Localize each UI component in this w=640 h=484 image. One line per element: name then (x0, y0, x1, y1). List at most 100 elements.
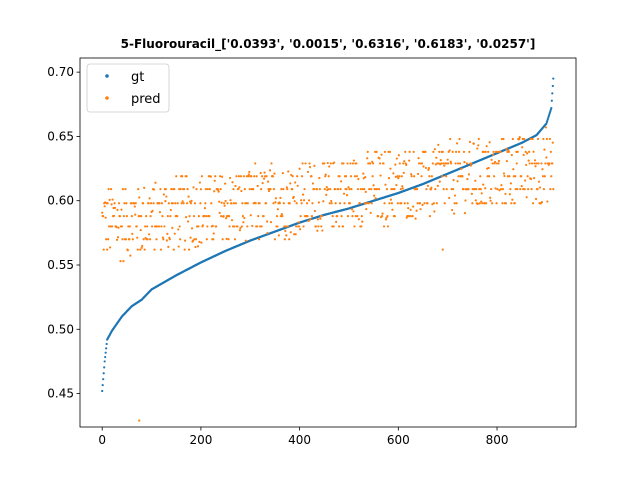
pred-point (485, 145, 488, 148)
pred-point (161, 236, 165, 239)
pred-point (287, 170, 290, 173)
pred-point (306, 215, 309, 218)
pred-point (253, 175, 256, 178)
pred-point (209, 175, 212, 178)
pred-point (117, 202, 121, 205)
pred-point (501, 202, 504, 205)
pred-point (320, 225, 323, 228)
pred-point (248, 170, 251, 174)
pred-point (470, 162, 473, 165)
pred-point (360, 215, 363, 218)
pred-point (435, 156, 438, 159)
pred-point (400, 175, 403, 178)
pred-point (277, 234, 280, 237)
pred-point (417, 162, 421, 165)
pred-point (280, 213, 283, 216)
pred-point (381, 212, 384, 215)
pred-point (329, 162, 332, 165)
pred-point (281, 171, 284, 175)
pred-point (364, 190, 367, 193)
pred-point (356, 188, 359, 191)
pred-point (241, 202, 244, 205)
pred-point (415, 209, 418, 212)
pred-point (363, 202, 366, 205)
y-tick-label: 0.60 (47, 194, 74, 208)
pred-point (273, 172, 276, 175)
pred-point (291, 175, 294, 178)
pred-point (511, 137, 514, 141)
pred-point (173, 188, 176, 191)
pred-point (505, 159, 509, 163)
y-tick-label: 0.70 (47, 65, 74, 79)
pred-point (487, 166, 490, 170)
pred-point (463, 161, 466, 164)
pred-point (190, 199, 193, 202)
pred-point (355, 175, 358, 178)
pred-point (165, 195, 168, 198)
pred-point (146, 225, 149, 228)
pred-point (299, 228, 302, 231)
pred-point (267, 189, 271, 193)
gt-point (103, 366, 106, 369)
pred-point (227, 238, 230, 241)
pred-point (420, 162, 424, 165)
pred-point (508, 175, 511, 178)
pred-point (213, 179, 216, 182)
pred-point (549, 150, 552, 153)
pred-point (166, 215, 169, 218)
pred-point (218, 200, 221, 203)
pred-point (147, 233, 151, 236)
pred-point (408, 159, 411, 162)
pred-point (311, 202, 314, 205)
pred-point (176, 202, 179, 205)
pred-point (529, 177, 533, 181)
pred-point (482, 150, 485, 153)
pred-point (197, 215, 201, 218)
gt-point (101, 389, 104, 393)
pred-point (432, 150, 435, 153)
pred-point (120, 225, 124, 228)
pred-point (145, 215, 148, 218)
pred-point (389, 167, 392, 170)
pred-point (326, 161, 329, 165)
gt-point (551, 84, 554, 88)
pred-point (199, 202, 202, 205)
pred-point (349, 162, 352, 165)
pred-point (500, 184, 503, 187)
pred-point (125, 215, 128, 218)
pred-point (467, 188, 470, 191)
pred-point (509, 182, 512, 185)
pred-point (300, 199, 303, 202)
pred-point (469, 164, 472, 167)
pred-point (371, 160, 374, 163)
pred-point (528, 150, 531, 153)
pred-point (211, 224, 214, 227)
pred-point (493, 160, 497, 164)
pred-point (525, 196, 528, 199)
pred-point (220, 215, 223, 218)
pred-point (309, 217, 312, 221)
pred-point (471, 202, 474, 205)
pred-point (316, 229, 319, 232)
pred-point (158, 211, 162, 214)
pred-point (140, 215, 143, 218)
pred-point (458, 137, 461, 141)
pred-point (432, 202, 435, 205)
pred-point (418, 202, 422, 205)
pred-point (152, 202, 155, 205)
pred-point (125, 202, 128, 205)
pred-point (426, 184, 430, 187)
pred-point (328, 202, 331, 205)
legend-pred-label: pred (131, 92, 161, 107)
pred-point (364, 175, 367, 179)
pred-point (352, 210, 355, 213)
pred-point (213, 190, 216, 193)
pred-point (357, 177, 360, 181)
pred-point (142, 238, 145, 241)
pred-point (214, 175, 217, 178)
pred-point (370, 202, 373, 205)
pred-point (330, 202, 333, 205)
pred-point (454, 150, 458, 153)
pred-point (368, 188, 371, 191)
